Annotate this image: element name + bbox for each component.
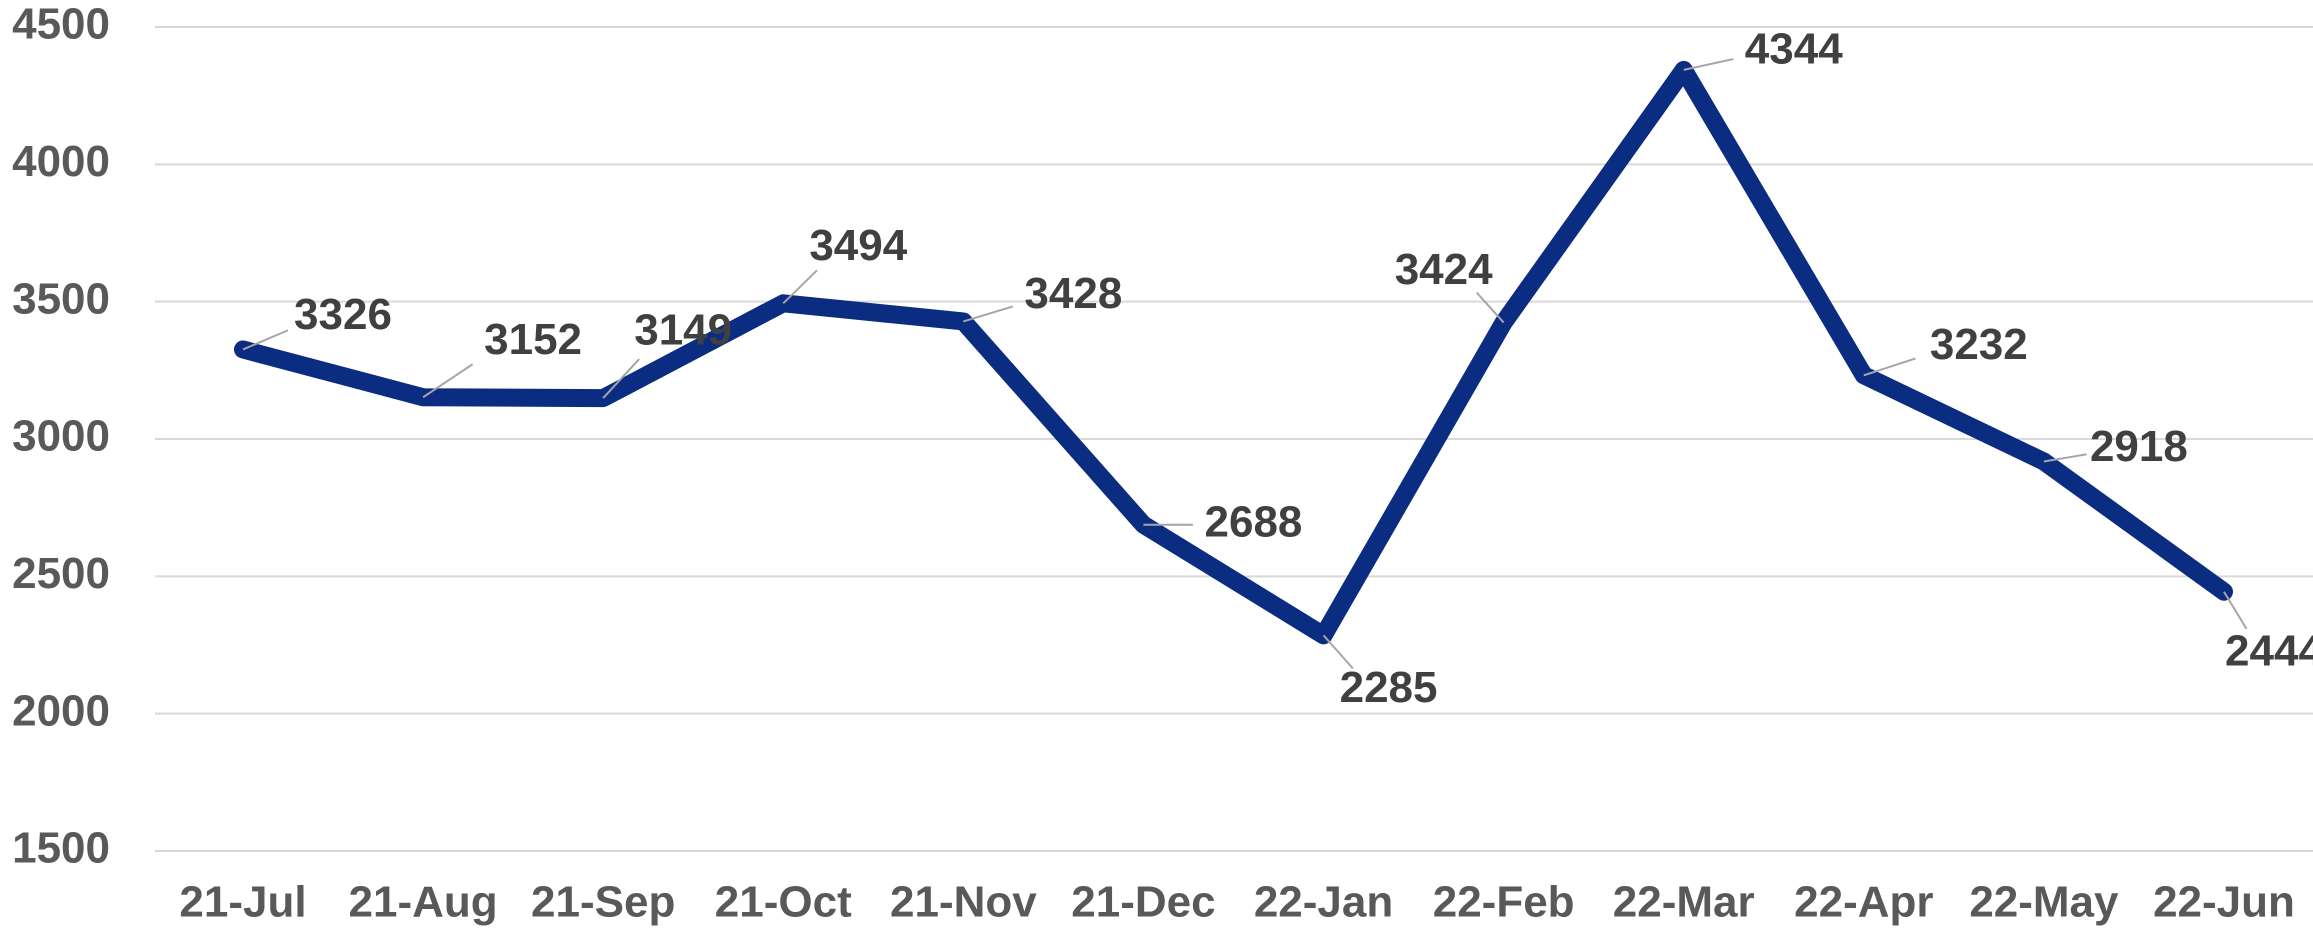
x-tick-label: 22-Jun xyxy=(2153,878,2295,927)
data-label: 3428 xyxy=(1024,269,1122,318)
x-tick-label: 22-Jan xyxy=(1254,878,1393,927)
x-tick-label: 22-Feb xyxy=(1433,878,1575,927)
y-tick-label: 2000 xyxy=(12,686,110,735)
data-label: 4344 xyxy=(1745,24,1843,73)
x-tick-label: 21-Dec xyxy=(1071,878,1215,927)
leader-line xyxy=(1322,634,1354,670)
leader-line xyxy=(602,358,640,399)
x-tick-label: 21-Oct xyxy=(715,878,852,927)
data-label: 2285 xyxy=(1340,663,1438,712)
leader-line xyxy=(1863,357,1916,377)
data-label: 3494 xyxy=(809,221,907,270)
data-label: 3232 xyxy=(1930,320,2028,369)
leader-line xyxy=(2043,453,2087,463)
data-label: 2444 xyxy=(2225,626,2313,675)
leader-line xyxy=(1475,291,1505,324)
x-tick-label: 21-Aug xyxy=(349,878,498,927)
data-label: 2918 xyxy=(2090,422,2188,471)
leader-line xyxy=(782,269,818,305)
y-tick-label: 2500 xyxy=(12,549,110,598)
x-tick-label: 22-Apr xyxy=(1794,878,1933,927)
data-label: 3326 xyxy=(294,290,392,339)
x-tick-label: 22-Mar xyxy=(1613,878,1755,927)
data-label: 2688 xyxy=(1205,497,1303,546)
leader-line xyxy=(1683,58,1734,71)
leader-line xyxy=(422,363,474,399)
leader-line xyxy=(242,329,289,351)
y-tick-label: 3500 xyxy=(12,274,110,323)
data-label: 3424 xyxy=(1395,245,1493,294)
x-tick-label: 21-Jul xyxy=(179,878,306,927)
x-tick-label: 21-Nov xyxy=(890,878,1037,927)
y-tick-label: 4500 xyxy=(12,0,110,49)
leader-line xyxy=(963,305,1014,323)
y-tick-label: 3000 xyxy=(12,412,110,461)
x-tick-label: 22-May xyxy=(1969,878,2119,927)
data-label: 3149 xyxy=(634,306,732,355)
y-tick-label: 4000 xyxy=(12,137,110,186)
y-tick-label: 1500 xyxy=(12,824,110,873)
x-tick-label: 21-Sep xyxy=(531,878,675,927)
leader-line xyxy=(2223,591,2248,630)
data-label: 3152 xyxy=(484,315,582,364)
data-line xyxy=(234,60,2233,645)
